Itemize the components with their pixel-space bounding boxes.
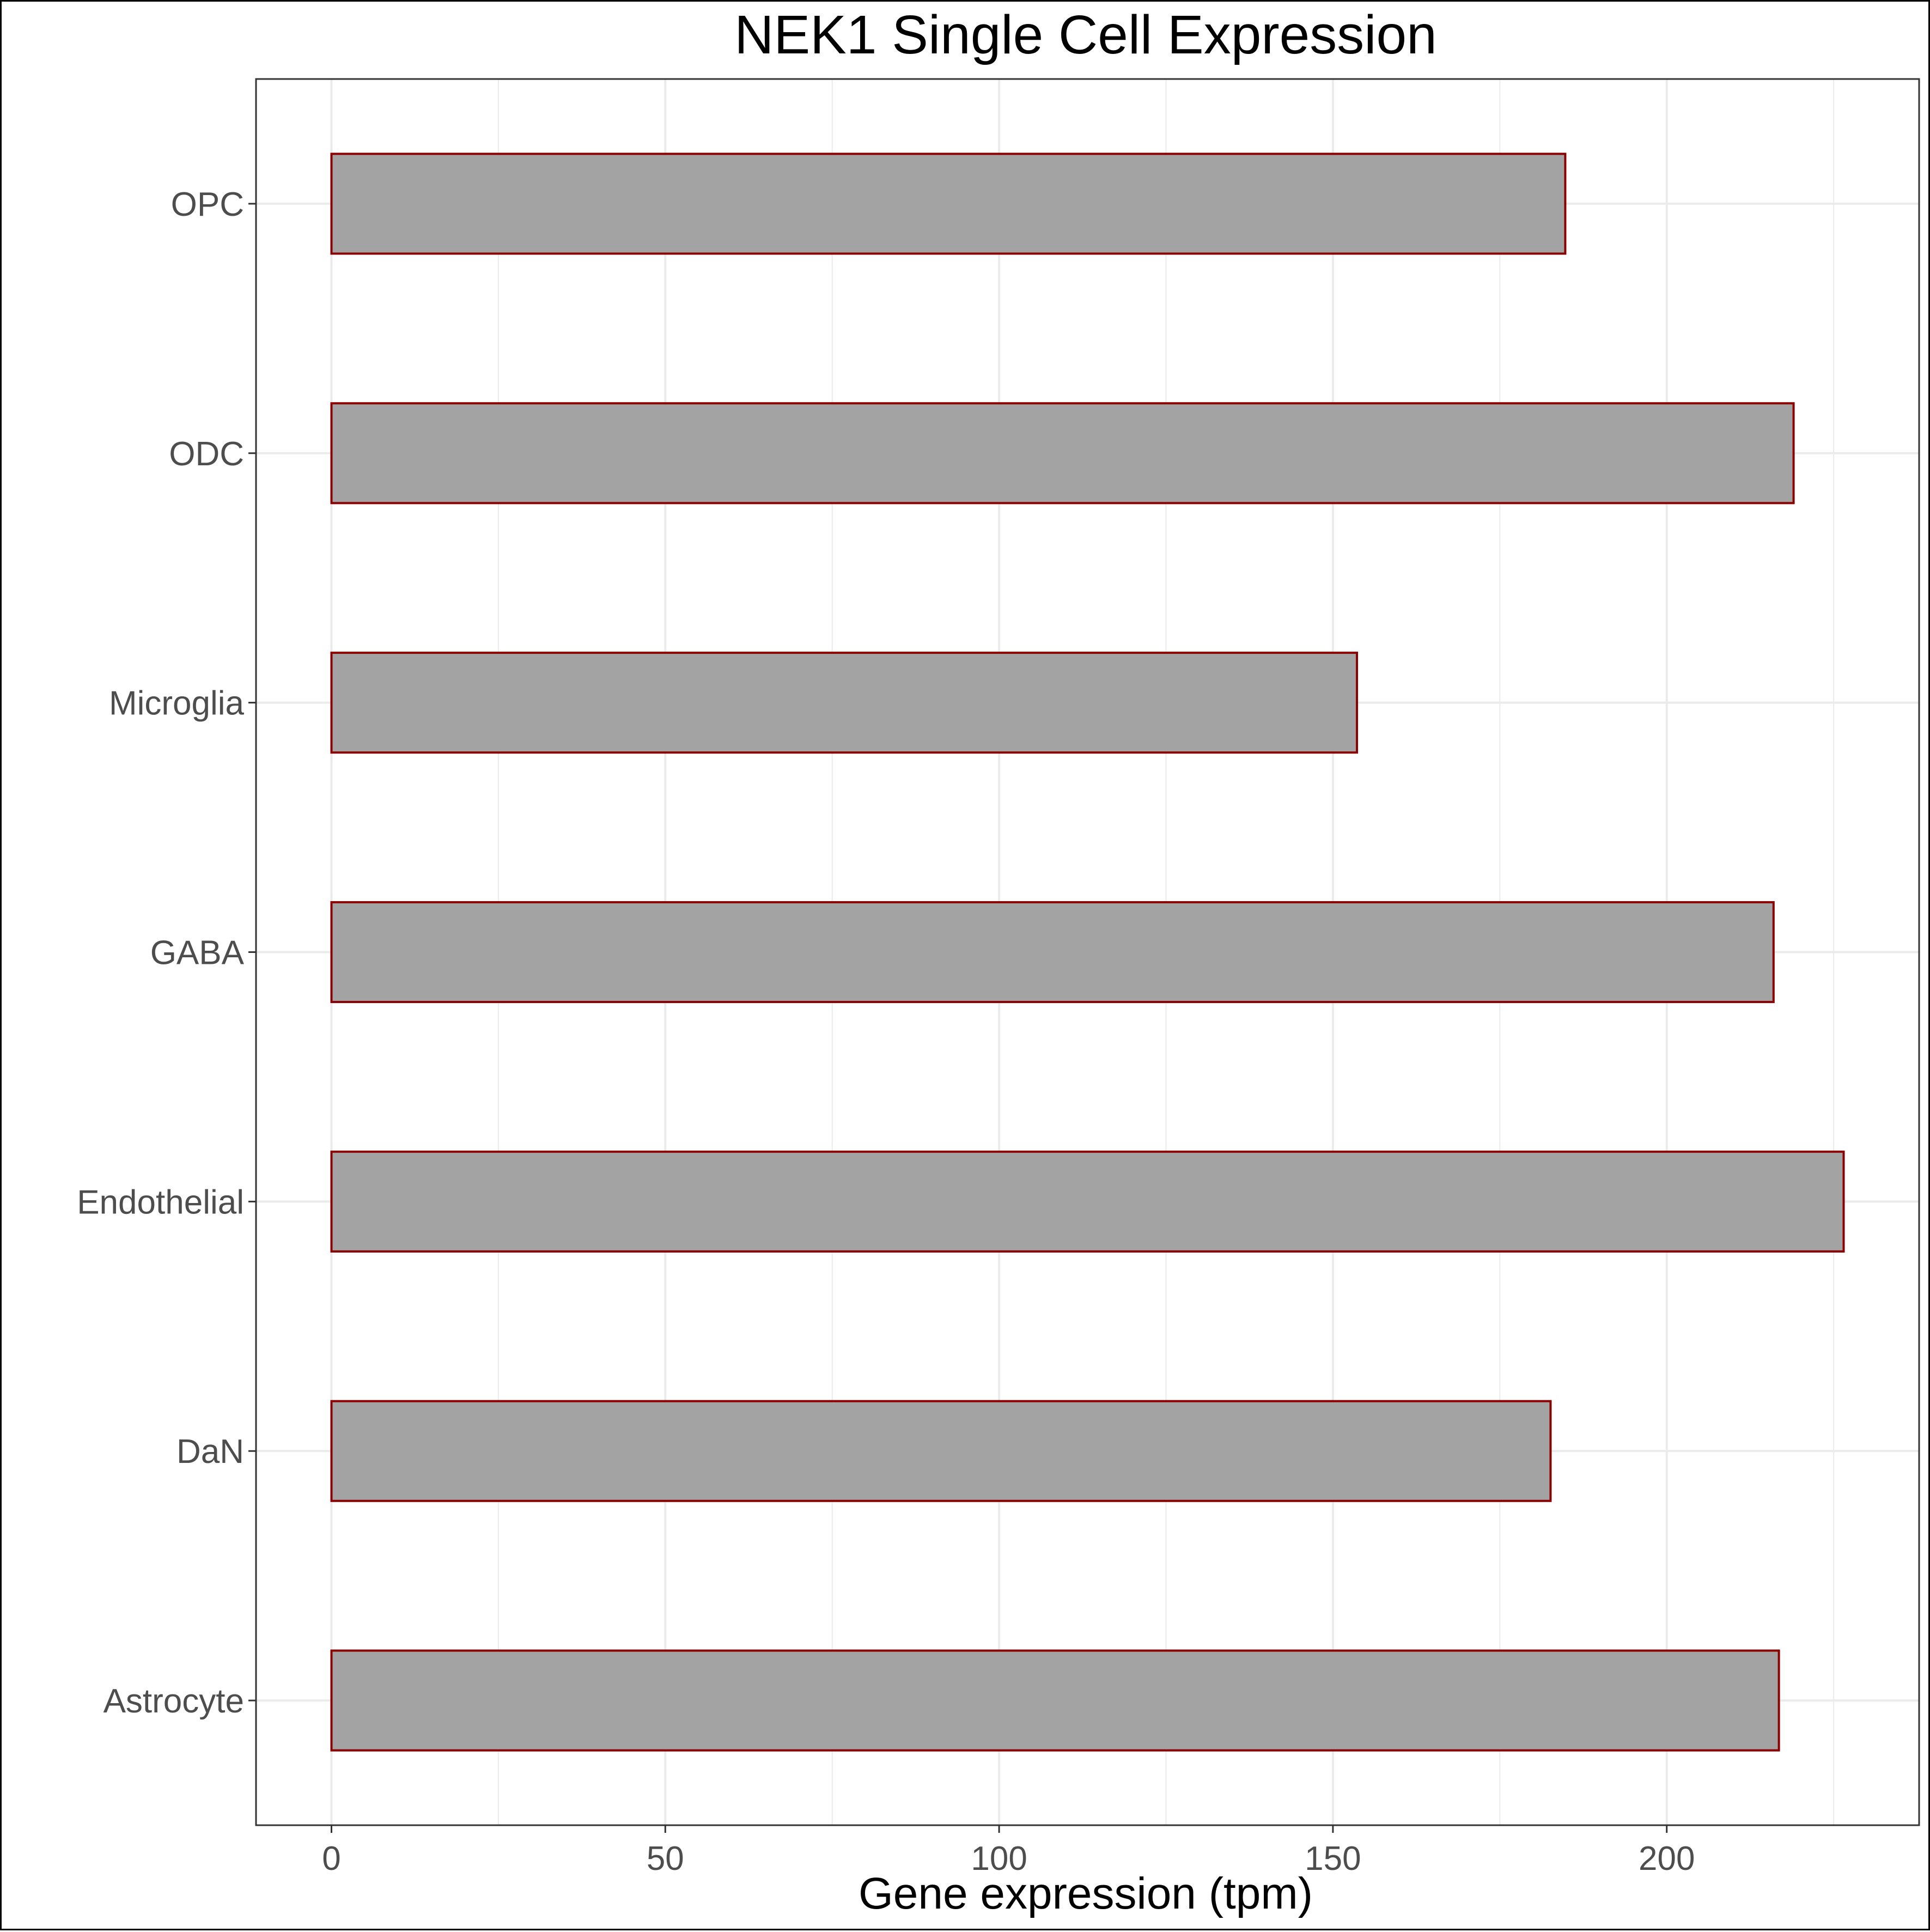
chart-title: NEK1 Single Cell Expression <box>734 4 1437 65</box>
y-axis-tick-labels: Astrocyte DaN Endothelial GABA Microglia ODC O… <box>77 186 256 1720</box>
y-tick-label: Microglia <box>109 685 245 722</box>
bar-astrocyte <box>330 1649 1780 1752</box>
bar-endothelial <box>330 1150 1845 1253</box>
x-tick-label: 200 <box>1639 1840 1695 1878</box>
x-axis-tick-labels: 0 50 100 150 200 <box>322 1825 1695 1878</box>
y-tick-label: Endothelial <box>77 1183 244 1221</box>
x-tick-label: 0 <box>322 1840 340 1878</box>
y-tick-label: Astrocyte <box>103 1682 244 1720</box>
bar-microglia <box>330 652 1359 754</box>
bar-odc <box>330 402 1795 505</box>
x-tick-label: 150 <box>1305 1840 1361 1878</box>
y-tick-label: GABA <box>150 934 245 972</box>
x-axis-title: Gene expression (tpm) <box>859 1869 1313 1918</box>
y-tick-label: ODC <box>169 435 244 473</box>
x-tick-label: 100 <box>971 1840 1027 1878</box>
bar-gaba <box>330 901 1775 1004</box>
bar-dan <box>330 1400 1552 1502</box>
bar-opc <box>330 153 1567 255</box>
x-tick-label: 50 <box>647 1840 684 1878</box>
y-tick-label: DaN <box>176 1433 244 1471</box>
bars <box>330 153 1845 1752</box>
y-tick-label: OPC <box>171 186 244 223</box>
